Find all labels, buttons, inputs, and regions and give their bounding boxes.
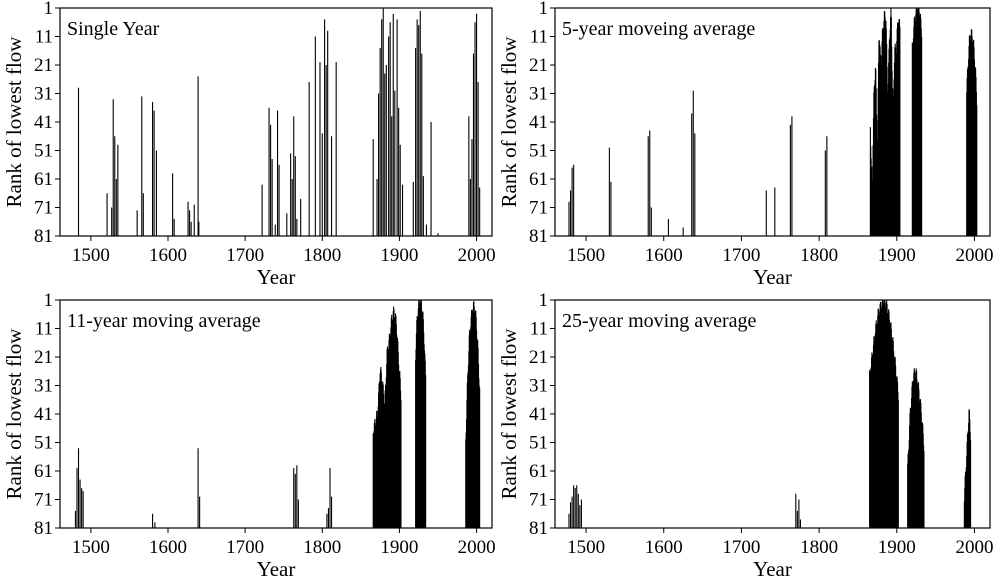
y-tick-label: 71 — [529, 198, 548, 219]
y-tick-label: 51 — [529, 141, 548, 162]
x-tick-label: 1500 — [72, 537, 110, 558]
plot-frame — [59, 7, 493, 237]
plot-frame — [554, 7, 991, 237]
y-axis-label: Rank of lowest flow — [497, 328, 521, 500]
y-tick-label: 21 — [529, 55, 548, 76]
x-tick-label: 1600 — [645, 537, 683, 558]
x-axis-label: Year — [753, 557, 792, 580]
x-tick-label: 1700 — [226, 537, 264, 558]
x-tick-label: 2000 — [458, 537, 496, 558]
y-tick-label: 61 — [529, 169, 548, 190]
y-tick-label: 81 — [34, 518, 53, 539]
x-tick-label: 1500 — [567, 245, 605, 266]
y-axis-label: Rank of lowest flow — [497, 36, 521, 208]
y-tick-label: 11 — [35, 27, 53, 48]
bar-series — [74, 300, 481, 528]
x-axis-label: Year — [257, 265, 296, 289]
plot-frame — [554, 299, 991, 529]
y-tick-label: 1 — [44, 290, 54, 311]
x-tick-label: 1500 — [567, 537, 605, 558]
y-tick-label: 31 — [34, 84, 53, 105]
x-tick-label: 1900 — [878, 245, 916, 266]
y-tick-label: 61 — [529, 461, 548, 482]
bar-series — [568, 300, 972, 528]
x-tick-label: 2000 — [955, 245, 993, 266]
x-tick-label: 1700 — [226, 245, 264, 266]
y-tick-label: 21 — [34, 55, 53, 76]
plot-frame — [59, 299, 493, 529]
y-tick-label: 71 — [34, 490, 53, 511]
x-tick-label: 1800 — [800, 245, 838, 266]
y-tick-label: 71 — [529, 490, 548, 511]
y-tick-label: 51 — [34, 433, 53, 454]
y-tick-label: 21 — [529, 347, 548, 368]
y-tick-label: 51 — [529, 433, 548, 454]
x-tick-label: 1900 — [380, 537, 418, 558]
y-tick-label: 31 — [529, 84, 548, 105]
bar-series — [77, 8, 481, 236]
x-tick-label: 2000 — [458, 245, 496, 266]
y-tick-label: 81 — [34, 226, 53, 247]
y-tick-label: 41 — [529, 112, 548, 133]
y-tick-label: 31 — [34, 376, 53, 397]
chart-title: 11-year moving average — [67, 310, 261, 332]
y-tick-label: 11 — [530, 27, 548, 48]
y-tick-label: 31 — [529, 376, 548, 397]
x-tick-label: 1800 — [303, 537, 341, 558]
y-axis-label: Rank of lowest flow — [2, 36, 26, 208]
x-tick-label: 1600 — [149, 537, 187, 558]
x-tick-label: 1600 — [149, 245, 187, 266]
y-tick-label: 41 — [34, 112, 53, 133]
x-tick-label: 2000 — [955, 537, 993, 558]
x-axis-label: Year — [257, 557, 296, 580]
x-tick-label: 1900 — [878, 537, 916, 558]
y-tick-label: 81 — [529, 518, 548, 539]
y-tick-label: 1 — [539, 290, 549, 311]
y-tick-label: 61 — [34, 461, 53, 482]
chart-title: 25-year moving average — [562, 310, 756, 332]
y-tick-label: 11 — [35, 319, 53, 340]
bar-series — [568, 8, 978, 236]
x-tick-label: 1500 — [72, 245, 110, 266]
y-tick-label: 61 — [34, 169, 53, 190]
x-tick-label: 1700 — [722, 537, 760, 558]
x-tick-label: 1800 — [303, 245, 341, 266]
x-tick-label: 1900 — [380, 245, 418, 266]
x-tick-label: 1600 — [645, 245, 683, 266]
y-tick-label: 1 — [539, 0, 549, 19]
y-tick-label: 51 — [34, 141, 53, 162]
x-tick-label: 1700 — [722, 245, 760, 266]
x-axis-label: Year — [753, 265, 792, 289]
y-tick-label: 21 — [34, 347, 53, 368]
y-tick-label: 71 — [34, 198, 53, 219]
y-tick-label: 41 — [529, 404, 548, 425]
chart-title: Single Year — [67, 18, 160, 40]
y-tick-label: 41 — [34, 404, 53, 425]
chart-title: 5-year moveing average — [562, 18, 755, 40]
x-tick-label: 1800 — [800, 537, 838, 558]
y-tick-label: 1 — [44, 0, 54, 19]
y-tick-label: 81 — [529, 226, 548, 247]
y-tick-label: 11 — [530, 319, 548, 340]
y-axis-label: Rank of lowest flow — [2, 328, 26, 500]
